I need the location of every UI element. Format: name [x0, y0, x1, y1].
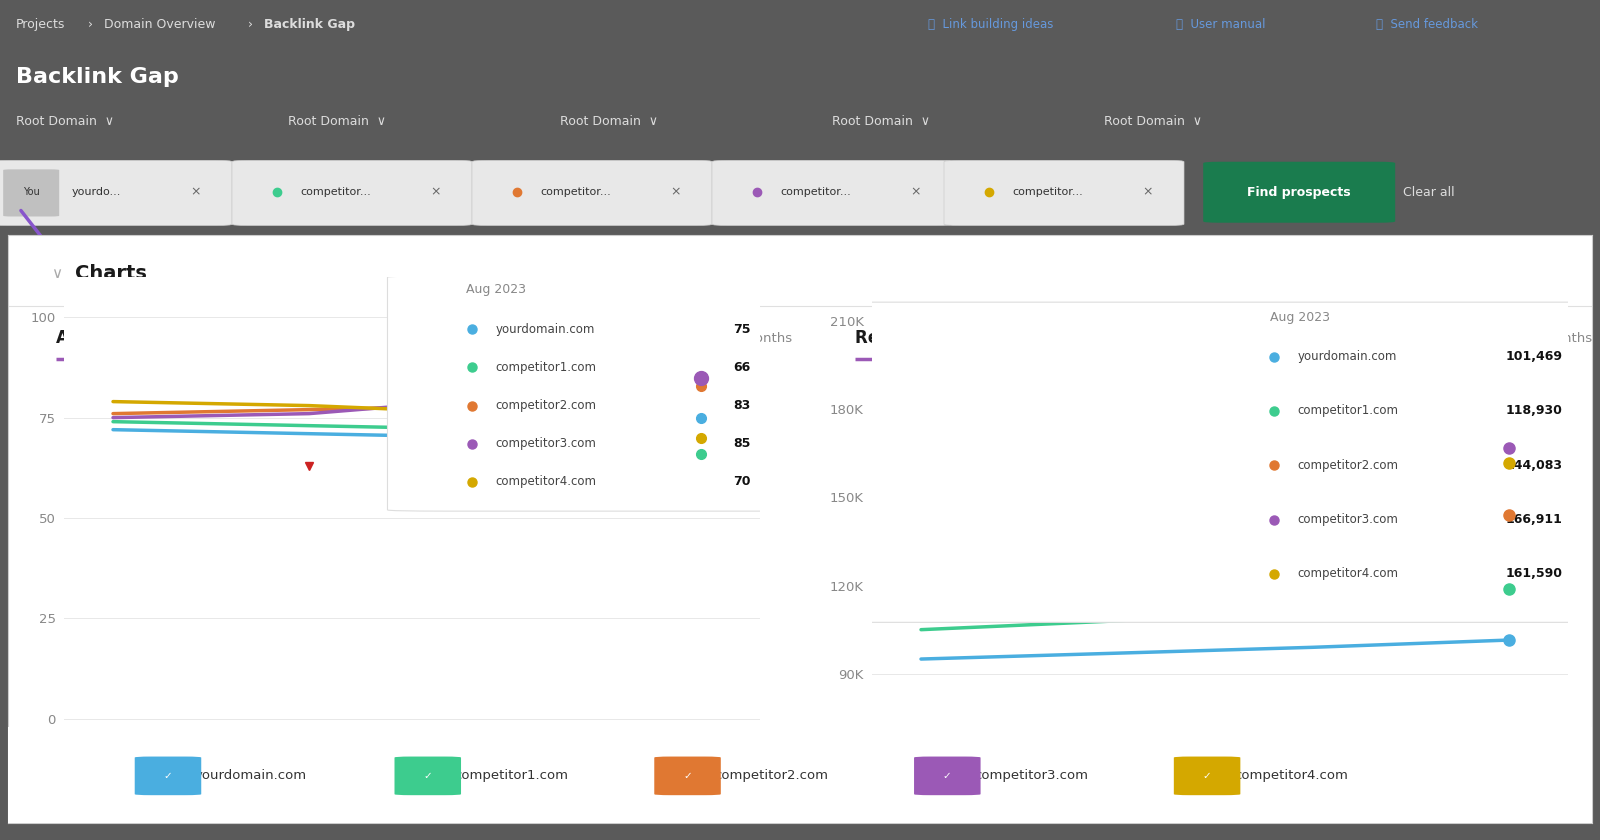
Text: Referring Domains: Referring Domains: [856, 329, 1030, 347]
Text: Backlink Gap: Backlink Gap: [16, 67, 179, 87]
Text: competitor...: competitor...: [781, 187, 851, 197]
Text: competitor3.com: competitor3.com: [496, 437, 597, 450]
FancyBboxPatch shape: [134, 757, 202, 795]
Text: 83: 83: [733, 399, 750, 412]
Text: competitor1.com: competitor1.com: [496, 361, 597, 374]
Text: ×: ×: [1142, 186, 1152, 199]
FancyBboxPatch shape: [0, 160, 232, 225]
Text: competitor...: competitor...: [301, 187, 371, 197]
Text: ✓: ✓: [424, 771, 432, 781]
Text: 🔗  Link building ideas: 🔗 Link building ideas: [928, 18, 1053, 30]
Text: 144,083: 144,083: [1506, 459, 1562, 472]
FancyBboxPatch shape: [944, 160, 1184, 225]
Text: competitor1.com: competitor1.com: [1298, 404, 1398, 417]
Text: Aug 2023: Aug 2023: [466, 283, 526, 297]
Text: ›: ›: [88, 18, 93, 30]
FancyBboxPatch shape: [712, 160, 952, 225]
Text: 101,469: 101,469: [1506, 350, 1562, 363]
Text: 166,911: 166,911: [1506, 513, 1562, 526]
Text: yourdo...: yourdo...: [72, 187, 122, 197]
Text: i: i: [1133, 333, 1136, 346]
Text: ×: ×: [670, 186, 680, 199]
Text: ›: ›: [248, 18, 253, 30]
Text: 85: 85: [733, 437, 750, 450]
Text: Find prospects: Find prospects: [1248, 186, 1350, 199]
Text: Root Domain  ∨: Root Domain ∨: [1104, 115, 1202, 128]
Text: yourdomain.com: yourdomain.com: [195, 769, 307, 782]
Text: You: You: [22, 187, 40, 197]
Text: Last 12 months: Last 12 months: [690, 332, 792, 344]
Text: yourdomain.com: yourdomain.com: [496, 323, 595, 336]
Text: Domain Overview: Domain Overview: [104, 18, 216, 30]
Text: competitor...: competitor...: [541, 187, 611, 197]
Text: competitor4.com: competitor4.com: [1234, 769, 1347, 782]
Text: Last 12 months: Last 12 months: [1490, 332, 1592, 344]
Text: Clear all: Clear all: [1403, 186, 1454, 199]
Text: Charts: Charts: [75, 264, 147, 283]
Text: 161,590: 161,590: [1506, 567, 1562, 580]
Text: Root Domain  ∨: Root Domain ∨: [560, 115, 658, 128]
Text: competitor2.com: competitor2.com: [496, 399, 597, 412]
Text: ✓: ✓: [1203, 771, 1211, 781]
Text: yourdomain.com: yourdomain.com: [1298, 350, 1397, 363]
Text: 66: 66: [733, 361, 750, 374]
FancyBboxPatch shape: [654, 757, 720, 795]
Text: competitor4.com: competitor4.com: [496, 475, 597, 488]
Text: ✓: ✓: [942, 771, 952, 781]
Text: Aug 2023: Aug 2023: [1270, 312, 1330, 324]
FancyBboxPatch shape: [1203, 162, 1395, 223]
Text: 118,930: 118,930: [1506, 404, 1562, 417]
Text: Root Domain  ∨: Root Domain ∨: [288, 115, 386, 128]
FancyBboxPatch shape: [914, 757, 981, 795]
FancyBboxPatch shape: [232, 160, 472, 225]
FancyBboxPatch shape: [395, 757, 461, 795]
Text: competitor2.com: competitor2.com: [715, 769, 829, 782]
Text: ×: ×: [190, 186, 200, 199]
Text: 📖  User manual: 📖 User manual: [1176, 18, 1266, 30]
Text: 75: 75: [733, 323, 750, 336]
FancyBboxPatch shape: [387, 276, 829, 511]
Text: competitor3.com: competitor3.com: [974, 769, 1088, 782]
FancyBboxPatch shape: [472, 160, 712, 225]
Text: Root Domain  ∨: Root Domain ∨: [16, 115, 114, 128]
Text: Authority Score: Authority Score: [56, 329, 203, 347]
Text: competitor1.com: competitor1.com: [454, 769, 568, 782]
FancyBboxPatch shape: [3, 170, 59, 217]
Text: Root Domain  ∨: Root Domain ∨: [832, 115, 930, 128]
Text: Projects: Projects: [16, 18, 66, 30]
Text: ×: ×: [430, 186, 440, 199]
Text: competitor3.com: competitor3.com: [1298, 513, 1398, 526]
Text: 70: 70: [733, 475, 750, 488]
Text: ✓: ✓: [163, 771, 173, 781]
FancyBboxPatch shape: [0, 302, 1600, 622]
Text: 💬  Send feedback: 💬 Send feedback: [1376, 18, 1478, 30]
Text: ×: ×: [910, 186, 920, 199]
Text: Backlink Gap: Backlink Gap: [264, 18, 355, 30]
Text: competitor4.com: competitor4.com: [1298, 567, 1398, 580]
Text: ✓: ✓: [683, 771, 691, 781]
FancyBboxPatch shape: [1174, 757, 1240, 795]
Text: competitor2.com: competitor2.com: [1298, 459, 1398, 472]
Text: competitor...: competitor...: [1013, 187, 1083, 197]
Text: ∨: ∨: [51, 266, 62, 281]
Text: i: i: [285, 333, 288, 346]
